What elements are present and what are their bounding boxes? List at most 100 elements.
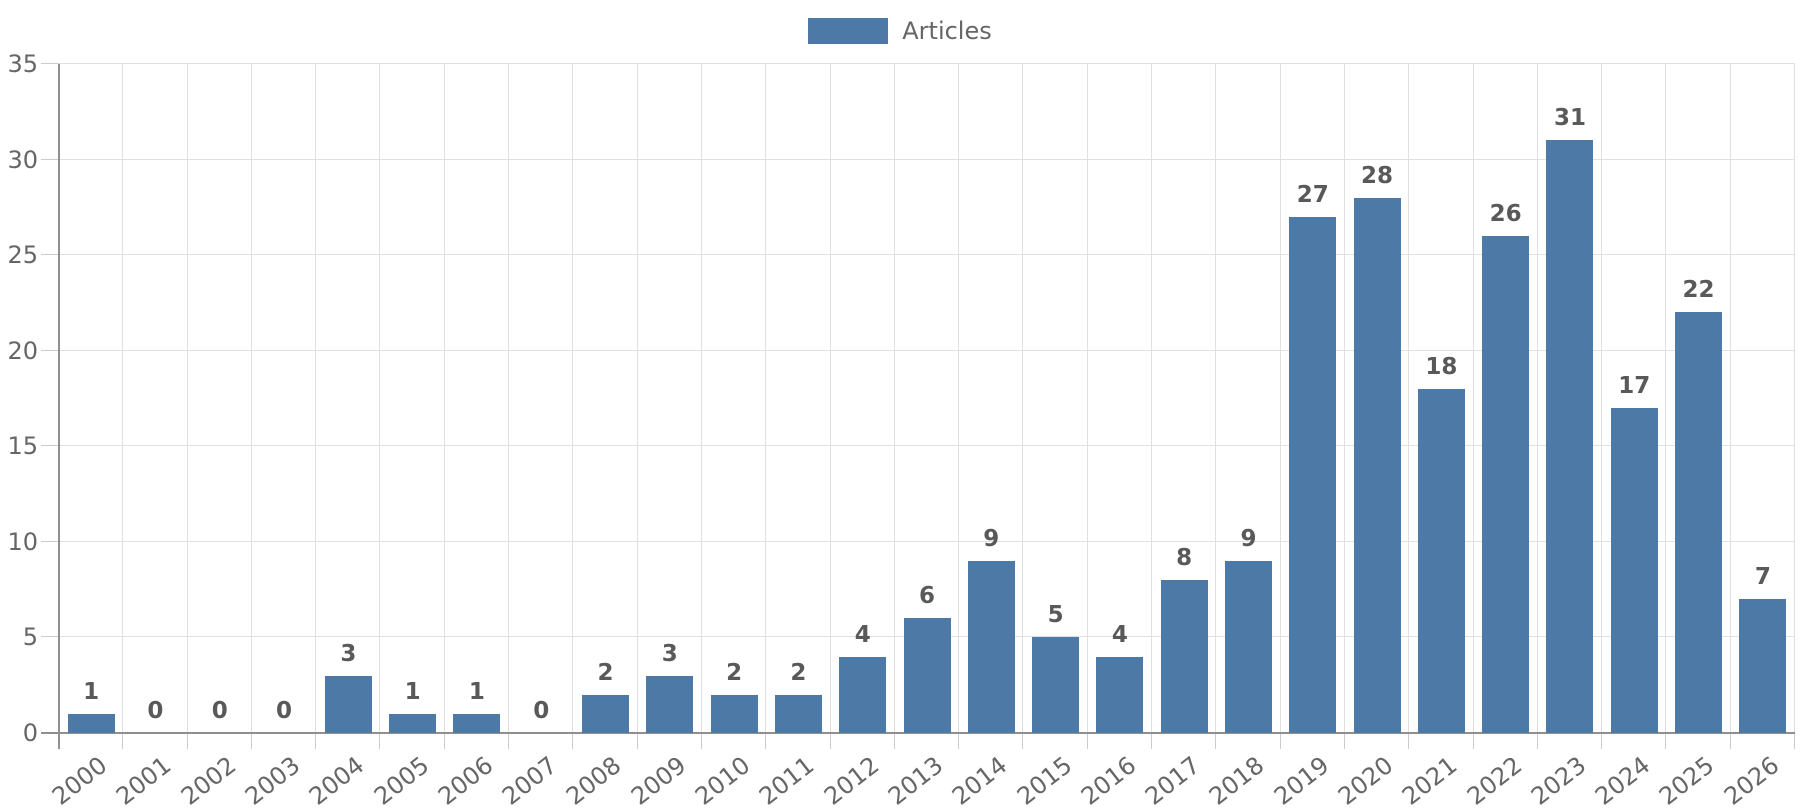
x-tick-mark — [572, 733, 574, 749]
bar — [1610, 408, 1658, 733]
x-tick-label: 2016 — [1075, 751, 1142, 811]
x-tick-label: 2011 — [754, 751, 820, 811]
x-tick-label: 2002 — [175, 751, 241, 811]
x-gridline — [1665, 64, 1667, 733]
y-tick-mark — [41, 445, 59, 447]
bar-value-label: 3 — [340, 640, 357, 667]
y-tick-mark — [41, 349, 59, 351]
x-tick-mark — [315, 733, 317, 749]
x-tick-mark — [1022, 733, 1024, 749]
bar-value-label: 0 — [533, 698, 550, 724]
bar — [582, 694, 630, 733]
x-tick-mark — [1601, 733, 1603, 749]
bar-value-label: 3 — [661, 640, 678, 667]
x-gridline — [893, 64, 895, 733]
x-axis-line — [41, 732, 1795, 734]
legend-label: Articles — [902, 17, 992, 45]
x-tick-mark — [636, 733, 638, 749]
x-gridline — [1151, 64, 1153, 733]
x-tick-label: 2022 — [1461, 751, 1527, 811]
x-tick-label: 2025 — [1654, 751, 1720, 811]
y-gridline — [59, 540, 1795, 542]
bar — [324, 675, 372, 733]
x-tick-mark — [1794, 733, 1795, 749]
x-tick-label: 2010 — [689, 751, 756, 811]
x-gridline — [1472, 64, 1474, 733]
bar-value-label: 0 — [276, 698, 293, 724]
y-tick-label: 0 — [22, 719, 38, 747]
x-tick-mark — [958, 733, 960, 749]
x-tick-mark — [1343, 733, 1345, 749]
x-gridline — [1022, 64, 1024, 733]
x-tick-label: 2019 — [1268, 751, 1335, 811]
x-tick-mark — [1279, 733, 1281, 749]
x-gridline — [315, 64, 317, 733]
bar-value-label: 17 — [1618, 373, 1651, 400]
y-gridline — [59, 445, 1795, 447]
x-tick-mark — [186, 733, 188, 749]
y-gridline — [59, 349, 1795, 351]
x-tick-label: 2006 — [432, 751, 499, 811]
bar-value-label: 18 — [1425, 353, 1458, 380]
x-gridline — [1086, 64, 1088, 733]
x-gridline — [636, 64, 638, 733]
bar-value-label: 7 — [1754, 564, 1771, 591]
bar — [710, 694, 758, 733]
x-tick-mark — [765, 733, 767, 749]
x-gridline — [765, 64, 767, 733]
bar — [1289, 216, 1337, 733]
bar — [1353, 197, 1401, 733]
x-tick-label: 2017 — [1140, 751, 1206, 811]
x-gridline — [829, 64, 831, 733]
x-tick-label: 2009 — [625, 751, 692, 811]
x-gridline — [122, 64, 124, 733]
bar-value-label: 26 — [1489, 201, 1522, 228]
x-gridline — [1215, 64, 1217, 733]
x-gridline — [1601, 64, 1603, 733]
bar-value-label: 31 — [1553, 105, 1586, 132]
x-tick-label: 2023 — [1525, 751, 1592, 811]
x-tick-mark — [1472, 733, 1474, 749]
x-gridline — [379, 64, 381, 733]
x-gridline — [1408, 64, 1410, 733]
x-tick-label: 2024 — [1590, 751, 1656, 811]
x-tick-label: 2003 — [239, 751, 306, 811]
x-tick-mark — [1536, 733, 1538, 749]
bar — [967, 560, 1015, 733]
y-tick-label: 15 — [7, 432, 38, 461]
x-gridline — [508, 64, 510, 733]
y-tick-mark — [41, 540, 59, 542]
x-tick-mark — [1408, 733, 1410, 749]
bar — [1032, 637, 1080, 733]
y-tick-mark — [41, 63, 59, 64]
bar-value-label: 9 — [983, 525, 1000, 552]
bar — [1739, 599, 1787, 733]
x-tick-label: 2021 — [1397, 751, 1463, 811]
bar — [903, 618, 951, 733]
x-tick-mark — [893, 733, 895, 749]
bar — [1417, 388, 1465, 733]
x-tick-mark — [829, 733, 831, 749]
bar — [453, 713, 501, 733]
y-axis-line — [58, 64, 60, 749]
bar — [839, 656, 887, 733]
bar-value-label: 0 — [211, 698, 228, 724]
y-tick-label: 30 — [7, 145, 38, 174]
x-gridline — [572, 64, 574, 733]
x-tick-mark — [1215, 733, 1217, 749]
y-tick-mark — [41, 636, 59, 638]
bar-value-label: 22 — [1682, 277, 1715, 304]
bar-value-label: 0 — [147, 698, 164, 724]
bar-value-label: 2 — [597, 659, 614, 686]
x-tick-label: 2013 — [882, 751, 949, 811]
legend[interactable]: Articles — [0, 17, 1800, 45]
bar-value-label: 9 — [1240, 525, 1257, 552]
x-tick-label: 2020 — [1332, 751, 1399, 811]
x-gridline — [958, 64, 960, 733]
bar-value-label: 1 — [83, 678, 100, 705]
x-tick-label: 2000 — [47, 751, 113, 811]
x-tick-mark — [1086, 733, 1088, 749]
bar — [1546, 140, 1594, 733]
x-tick-mark — [700, 733, 702, 749]
